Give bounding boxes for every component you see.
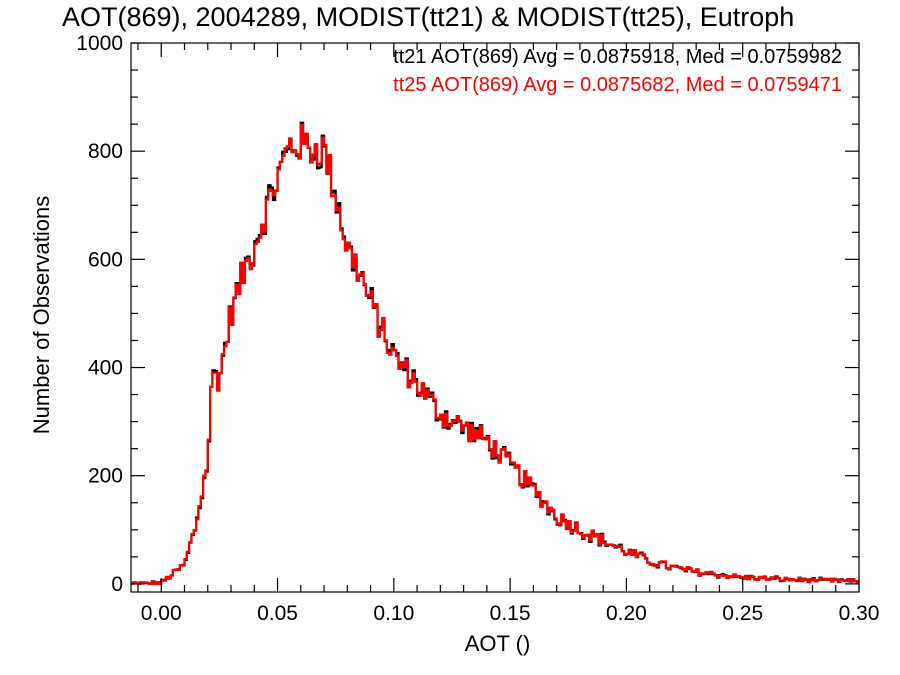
x-tick-label: 0.00 [141, 602, 182, 625]
y-tick-label: 600 [88, 248, 123, 271]
x-axis-label: AOT () [464, 631, 531, 656]
series-tt25-line [131, 123, 859, 585]
y-tick-label: 400 [88, 357, 123, 380]
x-tick-label: 0.30 [839, 602, 880, 625]
x-tick-label: 0.05 [257, 602, 298, 625]
y-tick-label: 1000 [76, 32, 123, 55]
x-tick-label: 0.10 [373, 602, 414, 625]
legend-entry-tt25: tt25 AOT(869) Avg = 0.0875682, Med = 0.0… [393, 74, 842, 96]
series-tt21-line [131, 121, 859, 585]
plot-frame [130, 42, 860, 593]
x-tick-label: 0.15 [490, 602, 531, 625]
x-tick-label: 0.20 [606, 602, 647, 625]
y-tick-label: 800 [88, 140, 123, 163]
legend-entry-tt21: tt21 AOT(869) Avg = 0.0875918, Med = 0.0… [393, 46, 842, 68]
chart-title: AOT(869), 2004289, MODIST(tt21) & MODIST… [62, 2, 795, 32]
title-clip: AOT(869), 2004289, MODIST(tt21) & MODIST… [0, 0, 900, 40]
y-tick-label: 200 [88, 465, 123, 488]
x-tick-label: 0.25 [722, 602, 763, 625]
y-tick-label: 0 [111, 573, 123, 596]
